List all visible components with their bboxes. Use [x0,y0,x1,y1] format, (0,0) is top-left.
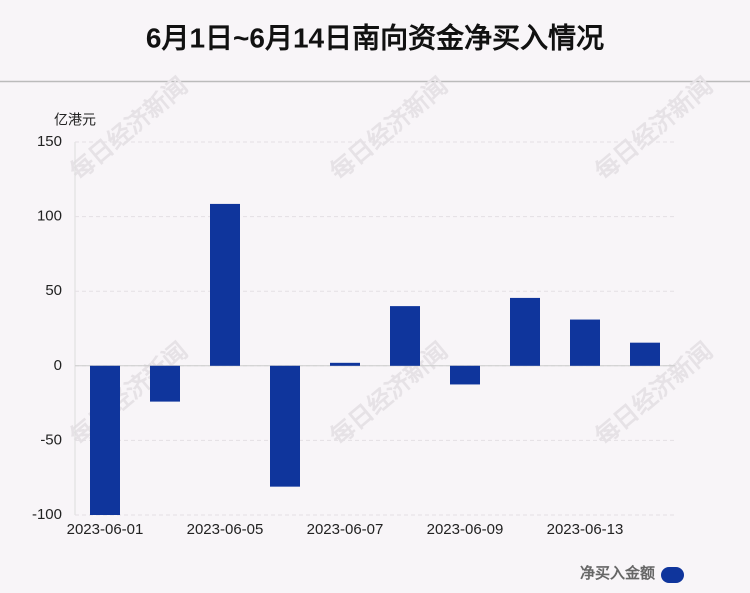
y-tick-label: 150 [37,133,62,150]
bar [150,365,180,402]
y-tick-label: -100 [32,506,62,523]
x-tick-label: 2023-06-01 [67,521,144,538]
bar [90,365,120,515]
watermark: 每日经济新闻 [325,337,453,451]
watermark: 每日经济新闻 [325,72,453,186]
y-tick-label: 100 [37,208,62,225]
bar [450,365,480,385]
bar [210,203,240,366]
bar [570,319,600,366]
bar [330,362,360,366]
bar [390,306,420,366]
legend-label: 净买入金额 [580,564,655,582]
y-axis-label: 亿港元 [54,112,96,128]
legend-swatch [661,567,684,583]
y-tick-label: -50 [40,431,62,448]
y-tick-label: 50 [45,282,62,299]
watermark: 每日经济新闻 [590,72,718,186]
bar [510,297,540,366]
bar [630,342,660,366]
y-tick-label: 0 [54,357,62,374]
bar [270,365,300,487]
x-tick-label: 2023-06-07 [307,521,384,538]
x-tick-label: 2023-06-05 [187,521,264,538]
x-tick-label: 2023-06-13 [547,521,624,538]
chart-title: 6月1日~6月14日南向资金净买入情况 [146,21,604,53]
x-tick-label: 2023-06-09 [427,521,504,538]
watermark: 每日经济新闻 [65,72,193,186]
